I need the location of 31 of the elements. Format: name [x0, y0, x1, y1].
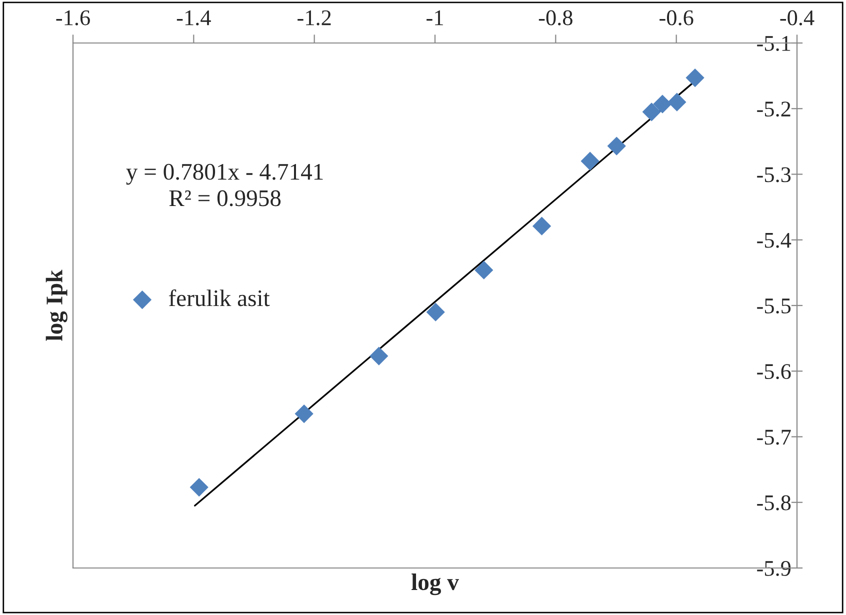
y-tick-label: -5.8 — [757, 495, 791, 510]
x-tick-label: -1 — [426, 10, 443, 26]
point — [642, 102, 661, 122]
y-tick-label: -5.4 — [757, 232, 792, 248]
x-tick-label: -1.4 — [176, 10, 211, 26]
point — [653, 94, 672, 114]
point — [532, 216, 552, 236]
y-tick-label: -5.7 — [757, 430, 791, 445]
annotation: R² = 0.9958 — [169, 190, 281, 206]
point — [607, 136, 626, 156]
point — [474, 260, 494, 280]
point — [426, 302, 445, 322]
x-axis-title: log v — [412, 574, 459, 596]
point — [668, 92, 686, 112]
x-tick-label: -1.2 — [298, 10, 331, 26]
x-tick-label: -0.8 — [538, 10, 572, 26]
point — [580, 152, 600, 170]
y-tick-label: -5.5 — [757, 298, 791, 314]
x-tick-label: -0.6 — [660, 10, 694, 26]
point — [686, 68, 704, 88]
y-tick-label: -5.3 — [757, 167, 791, 182]
y-tick-label: -5.2 — [757, 102, 790, 117]
x-tick-label: -0.4 — [780, 10, 814, 26]
y-axis-title: log Ipk — [46, 270, 68, 341]
point — [370, 346, 388, 366]
x-tick-label: -1.6 — [56, 10, 90, 26]
y-tick-label: -5.6 — [757, 364, 791, 380]
point — [294, 404, 314, 424]
annotation: y = 0.7801x - 4.7141 — [126, 164, 323, 185]
point — [190, 478, 208, 497]
legend-label: ferulik asit — [168, 289, 270, 306]
